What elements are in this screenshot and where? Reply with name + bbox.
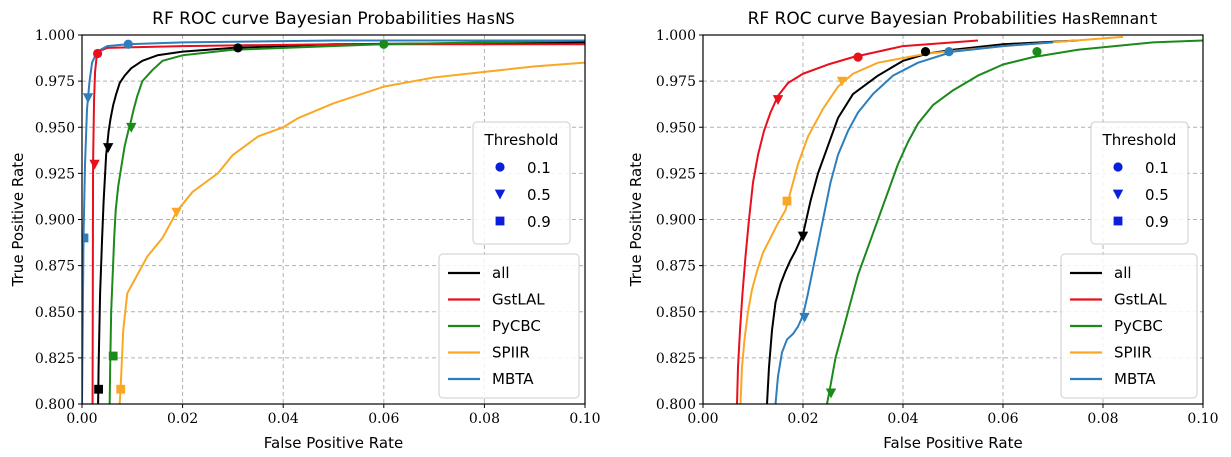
threshold-legend-title: Threshold [1102, 131, 1177, 149]
threshold-legend-marker-triangle-down [494, 189, 506, 200]
x-tick-label: 0.02 [787, 411, 818, 427]
x-tick-label: 0.06 [368, 411, 399, 427]
roc-panel-HasNS: 0.00 0.02 0.04 0.06 0.08 0.10 0.800 0.825 0.850 0… [9, 9, 601, 452]
series-legend-label: all [492, 264, 510, 282]
threshold-marker-mbta-circle [944, 47, 954, 57]
threshold-marker-pycbc-square [108, 351, 118, 361]
threshold-marker-pycbc-triangle-down [126, 122, 137, 133]
series-legend-label: PyCBC [1114, 317, 1163, 335]
y-tick-label: 0.850 [656, 305, 696, 321]
y-axis-label: True Positive Rate [627, 153, 645, 288]
series-legend-label: SPIIR [492, 344, 530, 362]
threshold-legend-label: 0.9 [1145, 213, 1169, 231]
series-line-gstlal [736, 39, 979, 404]
y-tick-label: 0.975 [656, 74, 696, 90]
y-tick-label: 0.950 [656, 120, 696, 136]
series-legend-label: all [1114, 264, 1132, 282]
threshold-marker-all-square [94, 384, 103, 394]
series-legend-label: GstLAL [1114, 291, 1167, 309]
series-legend-label: SPIIR [1114, 344, 1152, 362]
threshold-marker-gstlal-circle [92, 48, 103, 59]
series-line-pycbc [826, 39, 1203, 404]
threshold-legend-marker-circle [495, 162, 505, 172]
threshold-marker-spiir-triangle-down [171, 207, 182, 218]
x-axis-label: False Positive Rate [883, 434, 1022, 452]
y-axis-label: True Positive Rate [9, 153, 27, 288]
y-tick-label: 1.000 [656, 28, 696, 44]
threshold-marker-spiir-square [116, 384, 126, 394]
threshold-legend-marker-triangle-down [1112, 189, 1124, 200]
y-tick-label: 0.800 [656, 397, 696, 413]
y-tick-label: 0.825 [35, 351, 75, 367]
threshold-legend-label: 0.5 [1145, 186, 1169, 204]
y-tick-label: 0.800 [35, 397, 75, 413]
series-line-mbta [82, 39, 585, 404]
series-line-all [97, 41, 585, 404]
threshold-marker-gstlal-triangle-down [772, 95, 784, 106]
threshold-marker-spiir-square [782, 196, 792, 206]
y-tick-label: 0.925 [656, 166, 696, 182]
x-tick-label: 0.08 [469, 411, 500, 427]
threshold-legend-label: 0.1 [1145, 159, 1169, 177]
chart-title: RF ROC curve Bayesian Probabilities HasR… [748, 9, 1159, 29]
series-line-mbta [774, 41, 1054, 404]
y-tick-label: 0.875 [35, 259, 75, 275]
series-legend-label: PyCBC [492, 317, 541, 335]
series-legend-label: GstLAL [492, 291, 545, 309]
x-tick-label: 0.00 [687, 411, 718, 427]
y-tick-label: 0.875 [656, 259, 696, 275]
threshold-marker-all-circle [233, 43, 243, 53]
x-tick-label: 0.04 [887, 411, 918, 427]
threshold-legend: Threshold 0.1 0.5 0.9 [472, 121, 571, 245]
threshold-legend-label: 0.5 [527, 186, 551, 204]
threshold-legend: Threshold 0.1 0.5 0.9 [1090, 121, 1189, 245]
series-line-spiir [118, 61, 585, 404]
threshold-marker-pycbc-circle [379, 39, 389, 49]
threshold-marker-mbta-circle [123, 39, 133, 49]
y-tick-label: 0.975 [35, 74, 75, 90]
roc-panel-HasRemnant: 0.00 0.02 0.04 0.06 0.08 0.10 0.800 0.825 0.850 0… [627, 9, 1219, 452]
x-tick-label: 0.08 [1087, 411, 1118, 427]
threshold-marker-all-triangle-down [102, 143, 114, 154]
y-tick-label: 0.950 [35, 120, 75, 136]
x-tick-label: 0.00 [66, 411, 97, 427]
threshold-legend-title: Threshold [484, 131, 559, 149]
threshold-legend-label: 0.1 [527, 159, 551, 177]
y-tick-label: 0.925 [35, 166, 75, 182]
series-legend: all GstLAL PyCBC SPIIR MBTA [438, 253, 580, 399]
threshold-marker-pycbc-triangle-down [825, 388, 837, 399]
threshold-marker-all-triangle-down [797, 231, 809, 242]
threshold-marker-pycbc-circle [1032, 47, 1042, 57]
threshold-legend-label: 0.9 [527, 213, 551, 231]
threshold-legend-marker-square [1113, 216, 1123, 226]
threshold-legend-marker-square [495, 216, 505, 226]
threshold-marker-all-circle [920, 47, 931, 57]
threshold-marker-gstlal-triangle-down [89, 159, 100, 170]
series-legend-label: MBTA [1114, 370, 1156, 388]
threshold-marker-mbta-triangle-down [82, 93, 94, 104]
threshold-marker-mbta-square [82, 233, 89, 243]
x-tick-label: 0.06 [987, 411, 1018, 427]
series-legend-label: MBTA [492, 370, 534, 388]
series-legend: all GstLAL PyCBC SPIIR MBTA [1060, 253, 1198, 399]
chart-title: RF ROC curve Bayesian Probabilities HasN… [152, 9, 515, 29]
series-line-all [766, 39, 1079, 404]
x-axis-label: False Positive Rate [264, 434, 403, 452]
x-tick-label: 0.10 [1187, 411, 1218, 427]
x-tick-label: 0.04 [268, 411, 299, 427]
y-tick-label: 0.850 [35, 305, 75, 321]
x-tick-label: 0.10 [569, 411, 600, 427]
threshold-marker-gstlal-circle [853, 52, 863, 62]
y-tick-label: 0.825 [656, 351, 696, 367]
y-tick-label: 1.000 [35, 28, 75, 44]
threshold-legend-marker-circle [1113, 162, 1123, 172]
x-tick-label: 0.02 [167, 411, 198, 427]
y-tick-label: 0.900 [656, 213, 696, 229]
threshold-marker-spiir-triangle-down [836, 76, 848, 87]
y-tick-label: 0.900 [35, 213, 75, 229]
threshold-marker-mbta-triangle-down [799, 312, 810, 323]
